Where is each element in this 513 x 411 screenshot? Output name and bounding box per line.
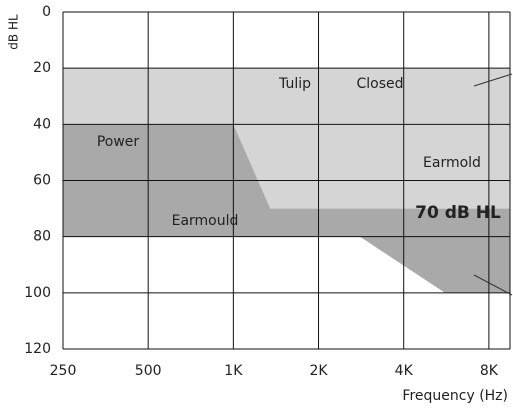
x-tick-label: 2K [309, 363, 328, 379]
y-tick-label: 80 [33, 229, 51, 245]
x-tick-label: 500 [135, 363, 162, 379]
x-tick-label: 250 [50, 363, 77, 379]
y-tick-label: 0 [42, 4, 51, 20]
annotation: Closed [356, 76, 403, 92]
y-tick-label: 120 [24, 341, 51, 357]
annotation: Power [97, 134, 140, 150]
x-axis-label: Frequency (Hz) [402, 388, 508, 404]
chart: dB HL Frequency (Hz) 0 20 40 60 80 100 120 250 5… [0, 0, 513, 407]
y-tick-label: 40 [33, 116, 51, 132]
annotation: 70 dB HL [415, 203, 501, 223]
annotation: Tulip [278, 76, 311, 92]
x-tick-label: 1K [224, 363, 243, 379]
y-axis-label: dB HL [7, 14, 21, 50]
y-tick-label: 60 [33, 173, 51, 189]
y-tick-label: 20 [33, 60, 51, 76]
x-tick-label: 4K [395, 363, 414, 379]
annotation: Earmould [172, 213, 239, 229]
x-tick-label: 8K [480, 363, 499, 379]
annotation: Earmold [423, 155, 481, 171]
y-tick-label: 100 [24, 285, 51, 301]
